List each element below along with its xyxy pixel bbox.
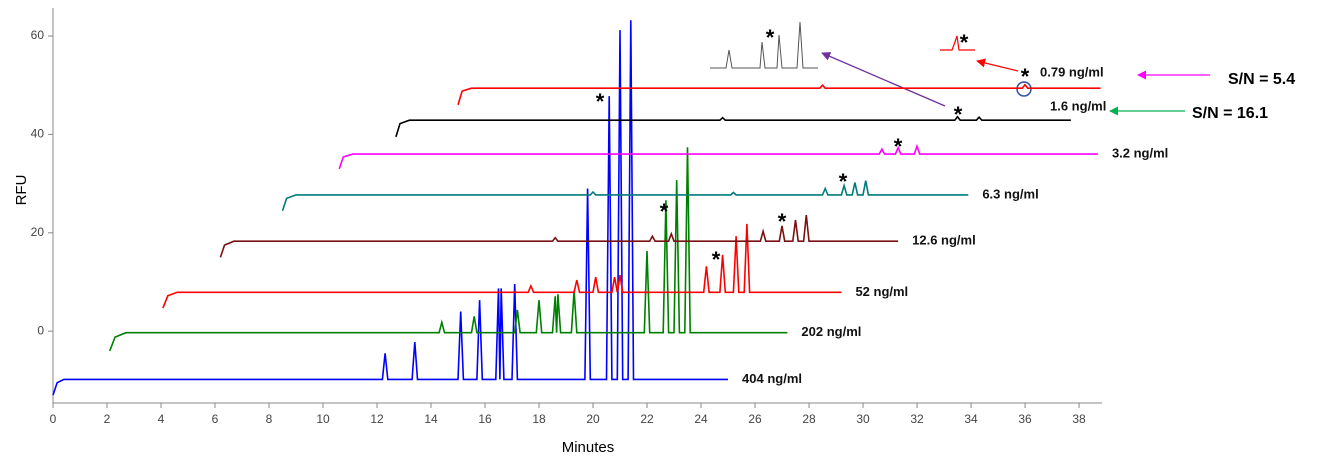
sn-label: S/N = 16.1: [1192, 105, 1268, 122]
y-tick-label: 20: [31, 225, 45, 239]
arrow: [821, 52, 946, 107]
x-tick-label: 10: [316, 412, 330, 426]
series-label: 1.6 ng/ml: [1050, 98, 1106, 113]
arrow: [976, 58, 1019, 72]
x-tick-label: 16: [478, 412, 492, 426]
y-tick-label: 60: [31, 28, 45, 42]
series-label: 12.6 ng/ml: [912, 233, 976, 248]
x-axis-title: Minutes: [562, 439, 615, 456]
x-tick-label: 32: [910, 412, 924, 426]
y-tick-label: 40: [31, 127, 45, 141]
peak-asterisk: *: [766, 25, 775, 50]
x-tick-label: 0: [50, 412, 57, 426]
trace: [457, 83, 1101, 106]
x-tick-label: 22: [640, 412, 654, 426]
x-tick-label: 26: [748, 412, 762, 426]
series-label: 202 ng/ml: [801, 324, 861, 339]
x-tick-label: 24: [694, 412, 708, 426]
x-tick-label: 28: [802, 412, 816, 426]
x-tick-label: 12: [370, 412, 384, 426]
trace: [52, 20, 728, 396]
inset-trace: [940, 35, 975, 51]
series-label: 0.79 ng/ml: [1040, 64, 1104, 79]
series-label: 404 ng/ml: [742, 371, 802, 386]
series-label: 52 ng/ml: [855, 284, 908, 299]
trace: [338, 143, 1098, 170]
x-tick-label: 38: [1072, 412, 1086, 426]
y-axis-title: RFU: [13, 175, 30, 206]
peak-asterisk: *: [1021, 64, 1030, 89]
x-tick-label: 2: [104, 412, 111, 426]
sn-label: S/N = 5.4: [1228, 71, 1295, 88]
peak-asterisk: *: [596, 89, 605, 114]
x-tick-label: 34: [964, 412, 978, 426]
peak-asterisk: *: [894, 134, 903, 159]
x-tick-label: 18: [532, 412, 546, 426]
series-label: 3.2 ng/ml: [1112, 146, 1168, 161]
trace: [395, 115, 1071, 138]
x-tick-label: 4: [158, 412, 165, 426]
inset-trace: [710, 21, 818, 69]
y-tick-label: 0: [37, 323, 44, 337]
peak-asterisk: *: [660, 199, 669, 224]
trace: [219, 215, 899, 258]
peak-asterisk: *: [778, 209, 787, 234]
x-tick-label: 14: [424, 412, 438, 426]
peak-asterisk: *: [954, 102, 963, 127]
x-tick-label: 36: [1018, 412, 1032, 426]
trace: [281, 180, 969, 211]
peak-asterisk: *: [839, 169, 848, 194]
trace: [108, 147, 788, 352]
trace: [162, 223, 842, 309]
x-tick-label: 30: [856, 412, 870, 426]
peak-asterisk: *: [712, 247, 721, 272]
x-tick-label: 8: [266, 412, 273, 426]
x-tick-label: 20: [586, 412, 600, 426]
x-tick-label: 6: [212, 412, 219, 426]
peak-asterisk: *: [960, 30, 969, 55]
series-label: 6.3 ng/ml: [982, 186, 1038, 201]
